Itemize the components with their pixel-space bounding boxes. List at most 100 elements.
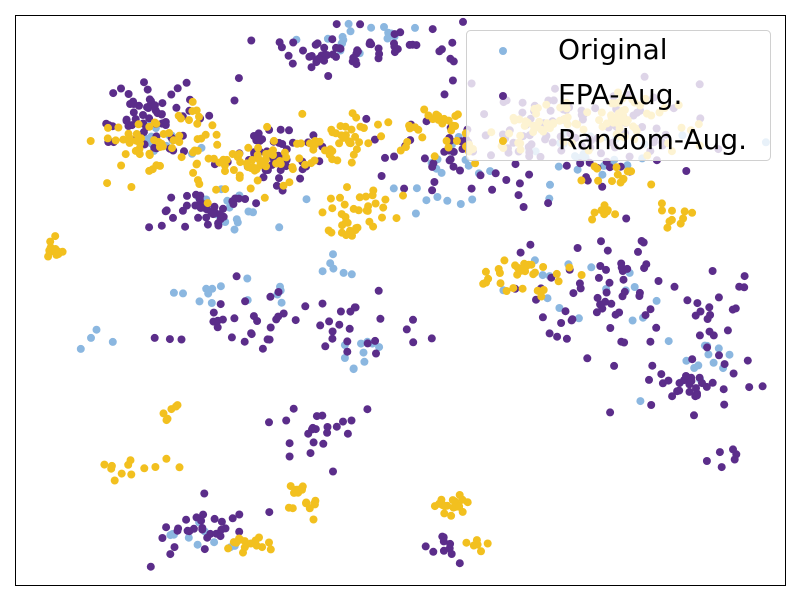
data-point: [103, 134, 112, 143]
data-point: [364, 139, 373, 148]
data-point: [376, 314, 385, 323]
data-point: [276, 125, 285, 134]
data-point: [389, 184, 398, 193]
data-point: [288, 504, 297, 513]
data-point: [184, 533, 193, 542]
data-point: [321, 342, 330, 351]
data-point: [418, 133, 427, 142]
data-point: [367, 23, 376, 32]
data-point: [230, 96, 239, 105]
data-point: [336, 193, 344, 202]
data-point: [714, 293, 723, 302]
data-point: [235, 527, 244, 536]
data-point: [188, 97, 197, 106]
data-point: [598, 304, 607, 313]
data-point: [328, 147, 337, 156]
data-point: [253, 176, 262, 185]
data-point: [605, 278, 614, 287]
data-point: [284, 51, 293, 60]
data-point: [430, 178, 439, 186]
data-point: [544, 199, 553, 208]
data-point: [670, 282, 679, 291]
data-point: [645, 375, 653, 384]
data-point: [145, 151, 154, 160]
data-point: [233, 218, 242, 227]
data-point: [693, 391, 701, 400]
data-point: [361, 192, 370, 201]
data-point: [344, 19, 353, 28]
data-point: [324, 72, 333, 80]
data-point: [447, 511, 456, 520]
data-point: [576, 159, 585, 168]
data-point: [332, 20, 341, 29]
data-point: [175, 131, 184, 140]
data-point: [513, 270, 522, 279]
data-point: [282, 153, 291, 162]
data-point: [380, 23, 388, 31]
data-point: [353, 47, 362, 56]
data-point: [150, 333, 159, 342]
data-point: [468, 195, 477, 204]
data-point: [758, 382, 767, 391]
data-point: [424, 111, 433, 120]
data-point: [339, 268, 348, 277]
data-point: [228, 514, 237, 523]
data-point: [349, 364, 358, 373]
data-point: [509, 284, 518, 293]
data-point: [337, 210, 346, 219]
data-point: [194, 213, 203, 222]
data-point: [449, 162, 458, 171]
data-point: [309, 515, 318, 524]
data-point: [420, 105, 429, 114]
data-point: [636, 397, 645, 406]
data-point: [384, 118, 393, 127]
data-point: [664, 337, 673, 346]
data-point: [359, 348, 368, 357]
data-point: [289, 38, 298, 47]
data-point: [234, 194, 243, 203]
data-point: [606, 324, 615, 332]
data-point: [440, 509, 449, 518]
data-point: [587, 263, 596, 272]
data-point: [456, 166, 464, 175]
data-point: [368, 191, 377, 200]
data-point: [229, 200, 238, 208]
data-point: [328, 50, 337, 59]
data-point: [607, 299, 616, 308]
data-point: [370, 135, 379, 144]
data-point: [603, 246, 612, 255]
data-point: [743, 356, 752, 365]
data-point: [299, 46, 307, 55]
data-point: [553, 332, 562, 341]
data-point: [602, 265, 610, 274]
data-point: [693, 299, 702, 308]
data-point: [151, 463, 160, 471]
data-point: [285, 452, 294, 461]
data-point: [657, 370, 666, 379]
data-point: [600, 201, 609, 210]
data-point: [197, 516, 206, 525]
data-point: [682, 167, 691, 175]
data-point: [573, 244, 582, 252]
data-point: [265, 508, 274, 517]
data-point: [318, 299, 327, 308]
data-point: [635, 292, 644, 300]
data-point: [107, 461, 116, 470]
data-point: [252, 165, 261, 174]
data-point: [167, 193, 176, 202]
data-point: [111, 136, 120, 145]
data-point: [311, 40, 320, 49]
data-point: [216, 532, 225, 541]
data-point: [408, 40, 417, 49]
data-point: [422, 196, 431, 205]
data-point: [343, 337, 352, 346]
data-point: [538, 313, 547, 322]
data-point: [209, 210, 218, 219]
data-point: [502, 176, 511, 184]
data-point: [235, 173, 244, 182]
data-point: [182, 515, 191, 524]
data-point: [87, 333, 95, 342]
data-point: [360, 357, 369, 366]
data-point: [129, 108, 138, 117]
data-point: [574, 314, 583, 323]
